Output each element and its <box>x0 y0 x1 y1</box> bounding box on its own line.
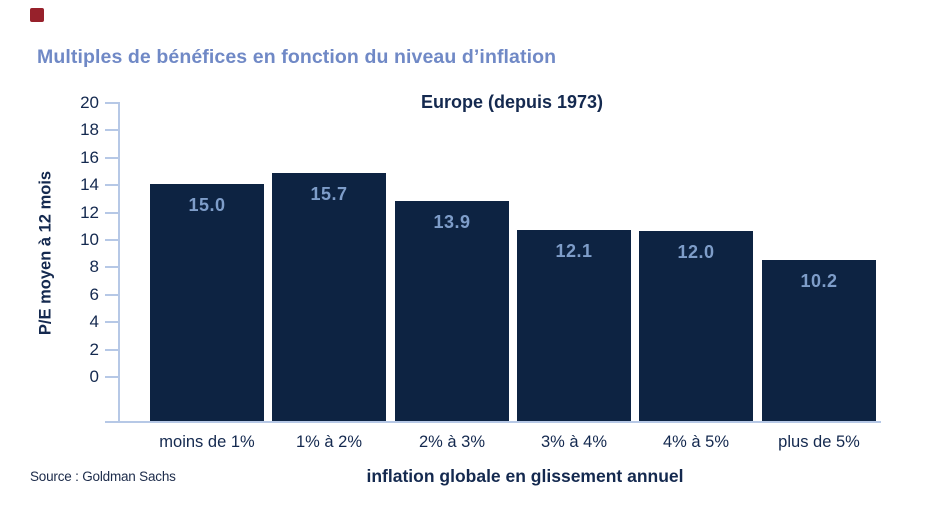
x-axis-line <box>105 421 881 423</box>
y-tick-label: 4 <box>89 312 99 332</box>
y-tick-dash <box>105 293 120 296</box>
y-tick-dash <box>105 129 120 132</box>
bar: 15.0 <box>150 184 264 421</box>
y-tick-dash <box>105 348 120 351</box>
y-tick-label: 12 <box>80 202 99 222</box>
y-tick-dash <box>105 376 120 378</box>
y-tick-dash <box>105 266 120 269</box>
accent-square <box>30 8 44 22</box>
bar: 15.7 <box>272 173 386 421</box>
y-tick-label: 8 <box>89 257 99 277</box>
y-axis-label: P/E moyen à 12 mois <box>36 170 55 336</box>
y-tick-label: 14 <box>80 175 99 195</box>
y-tick-dash <box>105 321 120 324</box>
x-category-label: 2% à 3% <box>418 433 486 451</box>
y-tick-dash <box>105 102 120 104</box>
y-tick-label: 20 <box>80 93 99 112</box>
y-tick-dash <box>105 156 120 159</box>
bar-value-label: 12.1 <box>555 241 593 261</box>
y-tick-label: 6 <box>89 284 99 304</box>
y-axis-line <box>118 103 120 423</box>
y-tick-dash <box>105 239 120 241</box>
y-tick-label: 18 <box>80 120 99 140</box>
bar-value-label: 15.0 <box>188 195 226 215</box>
chart-subtitle: Europe (depuis 1973) <box>420 92 604 112</box>
y-tick-dash <box>105 211 120 214</box>
y-tick-label: 0 <box>89 367 99 386</box>
bar: 12.1 <box>517 230 631 421</box>
page-title: Multiples de bénéfices en fonction du ni… <box>37 46 557 68</box>
x-category-label: plus de 5% <box>778 433 860 451</box>
bar-value-label: 10.2 <box>800 271 838 291</box>
bar-value-label: 15.7 <box>310 184 348 204</box>
bar-value-label: 13.9 <box>433 212 471 232</box>
x-category-label: 3% à 4% <box>540 433 608 451</box>
y-tick-label: 10 <box>80 230 99 249</box>
y-tick-dash <box>105 184 120 187</box>
y-tick-label: 2 <box>89 339 99 359</box>
bar: 10.2 <box>762 260 876 421</box>
bar-value-label: 12.0 <box>677 242 715 262</box>
x-category-label: 1% à 2% <box>295 433 363 451</box>
x-category-label: 4% à 5% <box>662 433 730 451</box>
source-label: Source : Goldman Sachs <box>30 469 176 484</box>
bar: 12.0 <box>639 231 753 421</box>
y-tick-label: 16 <box>80 147 99 167</box>
x-axis-label: inflation globale en glissement annuel <box>366 466 684 486</box>
bar: 13.9 <box>395 201 509 421</box>
x-category-label: moins de 1% <box>159 433 255 451</box>
